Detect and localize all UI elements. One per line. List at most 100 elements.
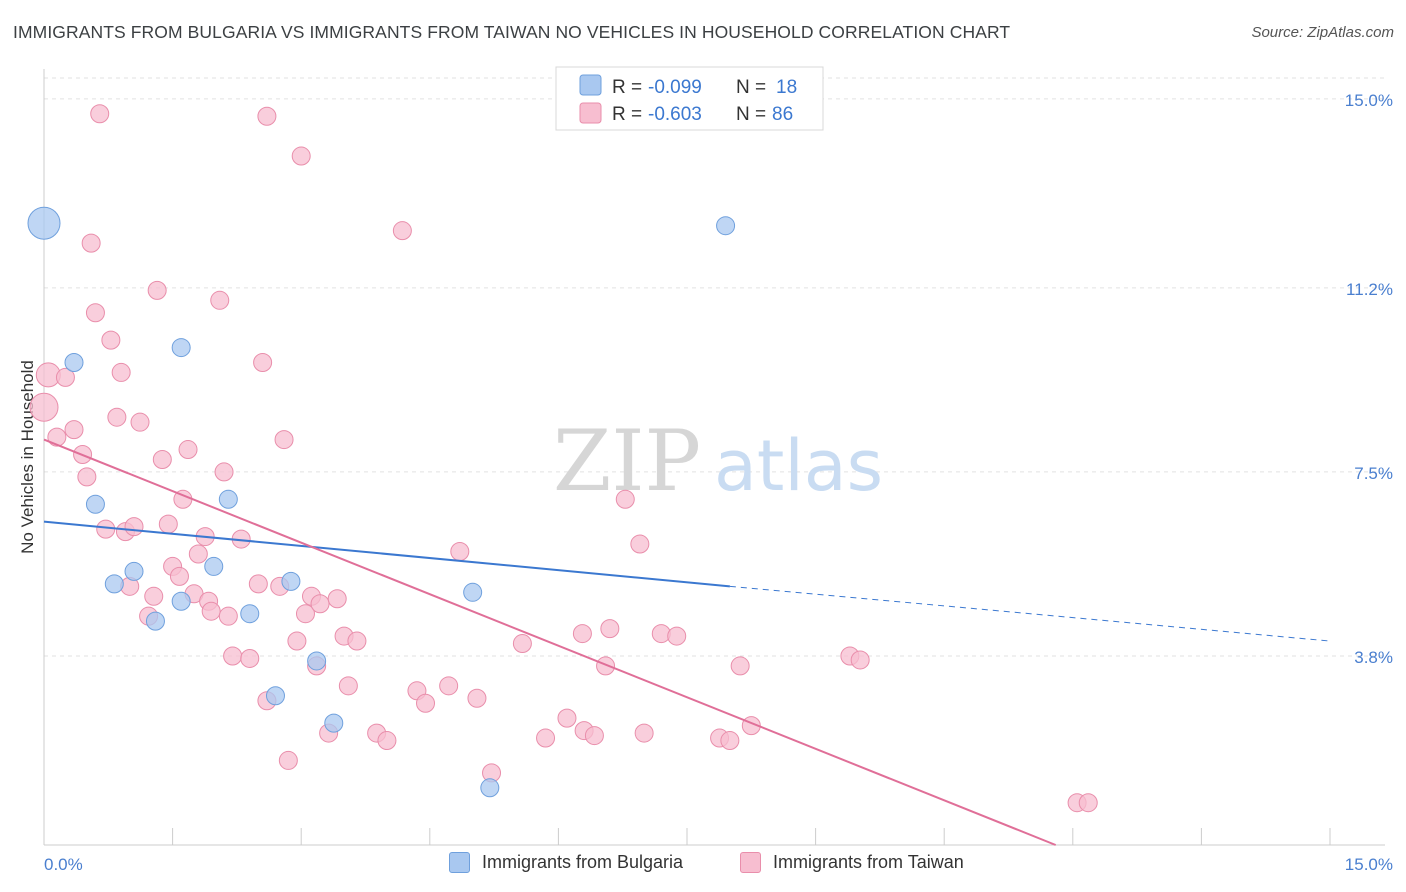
- y-tick-label: 15.0%: [1345, 91, 1393, 110]
- taiwan-point: [274, 430, 294, 450]
- taiwan-point: [152, 449, 172, 469]
- taiwan-swatch: [579, 102, 602, 124]
- bulgaria-point: [307, 651, 327, 671]
- taiwan-point: [536, 728, 556, 748]
- taiwan-point: [218, 606, 238, 626]
- taiwan-point: [377, 731, 397, 751]
- taiwan-point: [201, 601, 221, 621]
- taiwan-point: [55, 367, 75, 387]
- bulgaria-point: [27, 206, 61, 240]
- taiwan-point: [512, 634, 532, 654]
- watermark-atlas: atlas: [714, 425, 883, 507]
- legend-item-taiwan[interactable]: Immigrants from Taiwan: [740, 852, 964, 873]
- taiwan-point: [630, 534, 650, 554]
- bulgaria-point: [716, 216, 736, 236]
- legend-item-bulgaria[interactable]: Immigrants from Bulgaria: [449, 852, 683, 873]
- bulgaria-point: [463, 582, 483, 602]
- axes: [43, 69, 1385, 846]
- bulgaria-point: [171, 591, 191, 611]
- taiwan-point: [439, 676, 459, 696]
- bulgaria-r-label: R =: [612, 77, 642, 98]
- x-ticks: [172, 828, 1331, 845]
- stats-legend: R = -0.099 N = 18 R = -0.603 N = 86: [555, 66, 824, 131]
- taiwan-point: [130, 412, 150, 432]
- bulgaria-point: [171, 338, 191, 358]
- taiwan-point: [416, 693, 436, 713]
- taiwan-point: [347, 631, 367, 651]
- taiwan-point: [90, 104, 110, 124]
- taiwan-point: [327, 589, 347, 609]
- trend-lines: [43, 438, 1331, 846]
- x-tick-label: 15.0%: [1345, 855, 1393, 874]
- taiwan-point: [467, 688, 487, 708]
- y-axis-label: No Vehicles in Household: [18, 360, 37, 554]
- taiwan-point: [77, 467, 97, 487]
- bulgaria-point: [85, 494, 105, 514]
- bulgaria-point: [64, 352, 84, 372]
- taiwan-point: [223, 646, 243, 666]
- series-legend: Immigrants from Bulgaria Immigrants from…: [0, 852, 1406, 878]
- taiwan-point: [720, 731, 740, 751]
- taiwan-point: [667, 626, 687, 646]
- taiwan-point: [295, 604, 315, 624]
- x-tick-label: 0.0%: [44, 855, 83, 874]
- taiwan-point: [338, 676, 358, 696]
- x-tick-labels: 0.0% 15.0%: [44, 855, 1393, 874]
- taiwan-point: [584, 726, 604, 746]
- taiwan-point: [147, 280, 167, 300]
- taiwan-point: [85, 303, 105, 323]
- legend-label-taiwan: Immigrants from Taiwan: [773, 852, 964, 872]
- taiwan-point: [257, 106, 277, 126]
- bulgaria-point: [218, 489, 238, 509]
- taiwan-point: [96, 519, 116, 539]
- taiwan-point: [248, 574, 268, 594]
- taiwan-point: [615, 489, 635, 509]
- chart-title: IMMIGRANTS FROM BULGARIA VS IMMIGRANTS F…: [13, 22, 1011, 42]
- taiwan-point: [169, 566, 189, 586]
- bulgaria-point: [240, 604, 260, 624]
- legend-label-bulgaria: Immigrants from Bulgaria: [482, 852, 684, 872]
- watermark: ZIP atlas: [553, 412, 883, 510]
- taiwan-point: [253, 352, 273, 372]
- y-tick-label: 7.5%: [1354, 464, 1393, 483]
- bulgaria-trend-line: [43, 520, 730, 588]
- taiwan-point: [634, 723, 654, 743]
- taiwan-point: [596, 656, 616, 676]
- grid-lines: [44, 77, 1385, 657]
- taiwan-point: [450, 542, 470, 562]
- taiwan-point: [210, 290, 230, 310]
- taiwan-point: [557, 708, 577, 728]
- y-tick-label: 11.2%: [1346, 280, 1393, 299]
- taiwan-point: [1078, 793, 1098, 813]
- taiwan-point: [240, 648, 260, 668]
- taiwan-point: [572, 624, 592, 644]
- taiwan-r-label: R =: [612, 104, 642, 125]
- bulgaria-trend-extension: [729, 585, 1331, 642]
- bulgaria-point: [204, 556, 224, 576]
- bulgaria-point: [124, 561, 144, 581]
- taiwan-point: [287, 631, 307, 651]
- bulgaria-point: [281, 571, 301, 591]
- taiwan-point: [47, 427, 67, 447]
- taiwan-point: [64, 420, 84, 440]
- taiwan-trend-line: [43, 438, 1057, 846]
- legend-swatch-taiwan: [740, 852, 761, 873]
- taiwan-point: [178, 440, 198, 460]
- taiwan-point: [214, 462, 234, 482]
- series-bulgaria-points: [27, 206, 736, 798]
- taiwan-point: [850, 650, 870, 670]
- taiwan-point: [111, 362, 131, 382]
- taiwan-point: [392, 221, 412, 241]
- taiwan-point: [107, 407, 127, 427]
- taiwan-point: [81, 233, 101, 253]
- bulgaria-swatch: [579, 74, 602, 96]
- bulgaria-point: [480, 778, 500, 798]
- y-tick-labels: 3.8% 7.5% 11.2% 15.0%: [1345, 91, 1393, 667]
- source-credit: Source: ZipAtlas.com: [1251, 24, 1394, 41]
- bulgaria-point: [104, 574, 124, 594]
- bulgaria-point: [145, 611, 165, 631]
- legend-swatch-bulgaria: [449, 852, 470, 873]
- taiwan-point: [158, 514, 178, 534]
- taiwan-point: [310, 594, 330, 614]
